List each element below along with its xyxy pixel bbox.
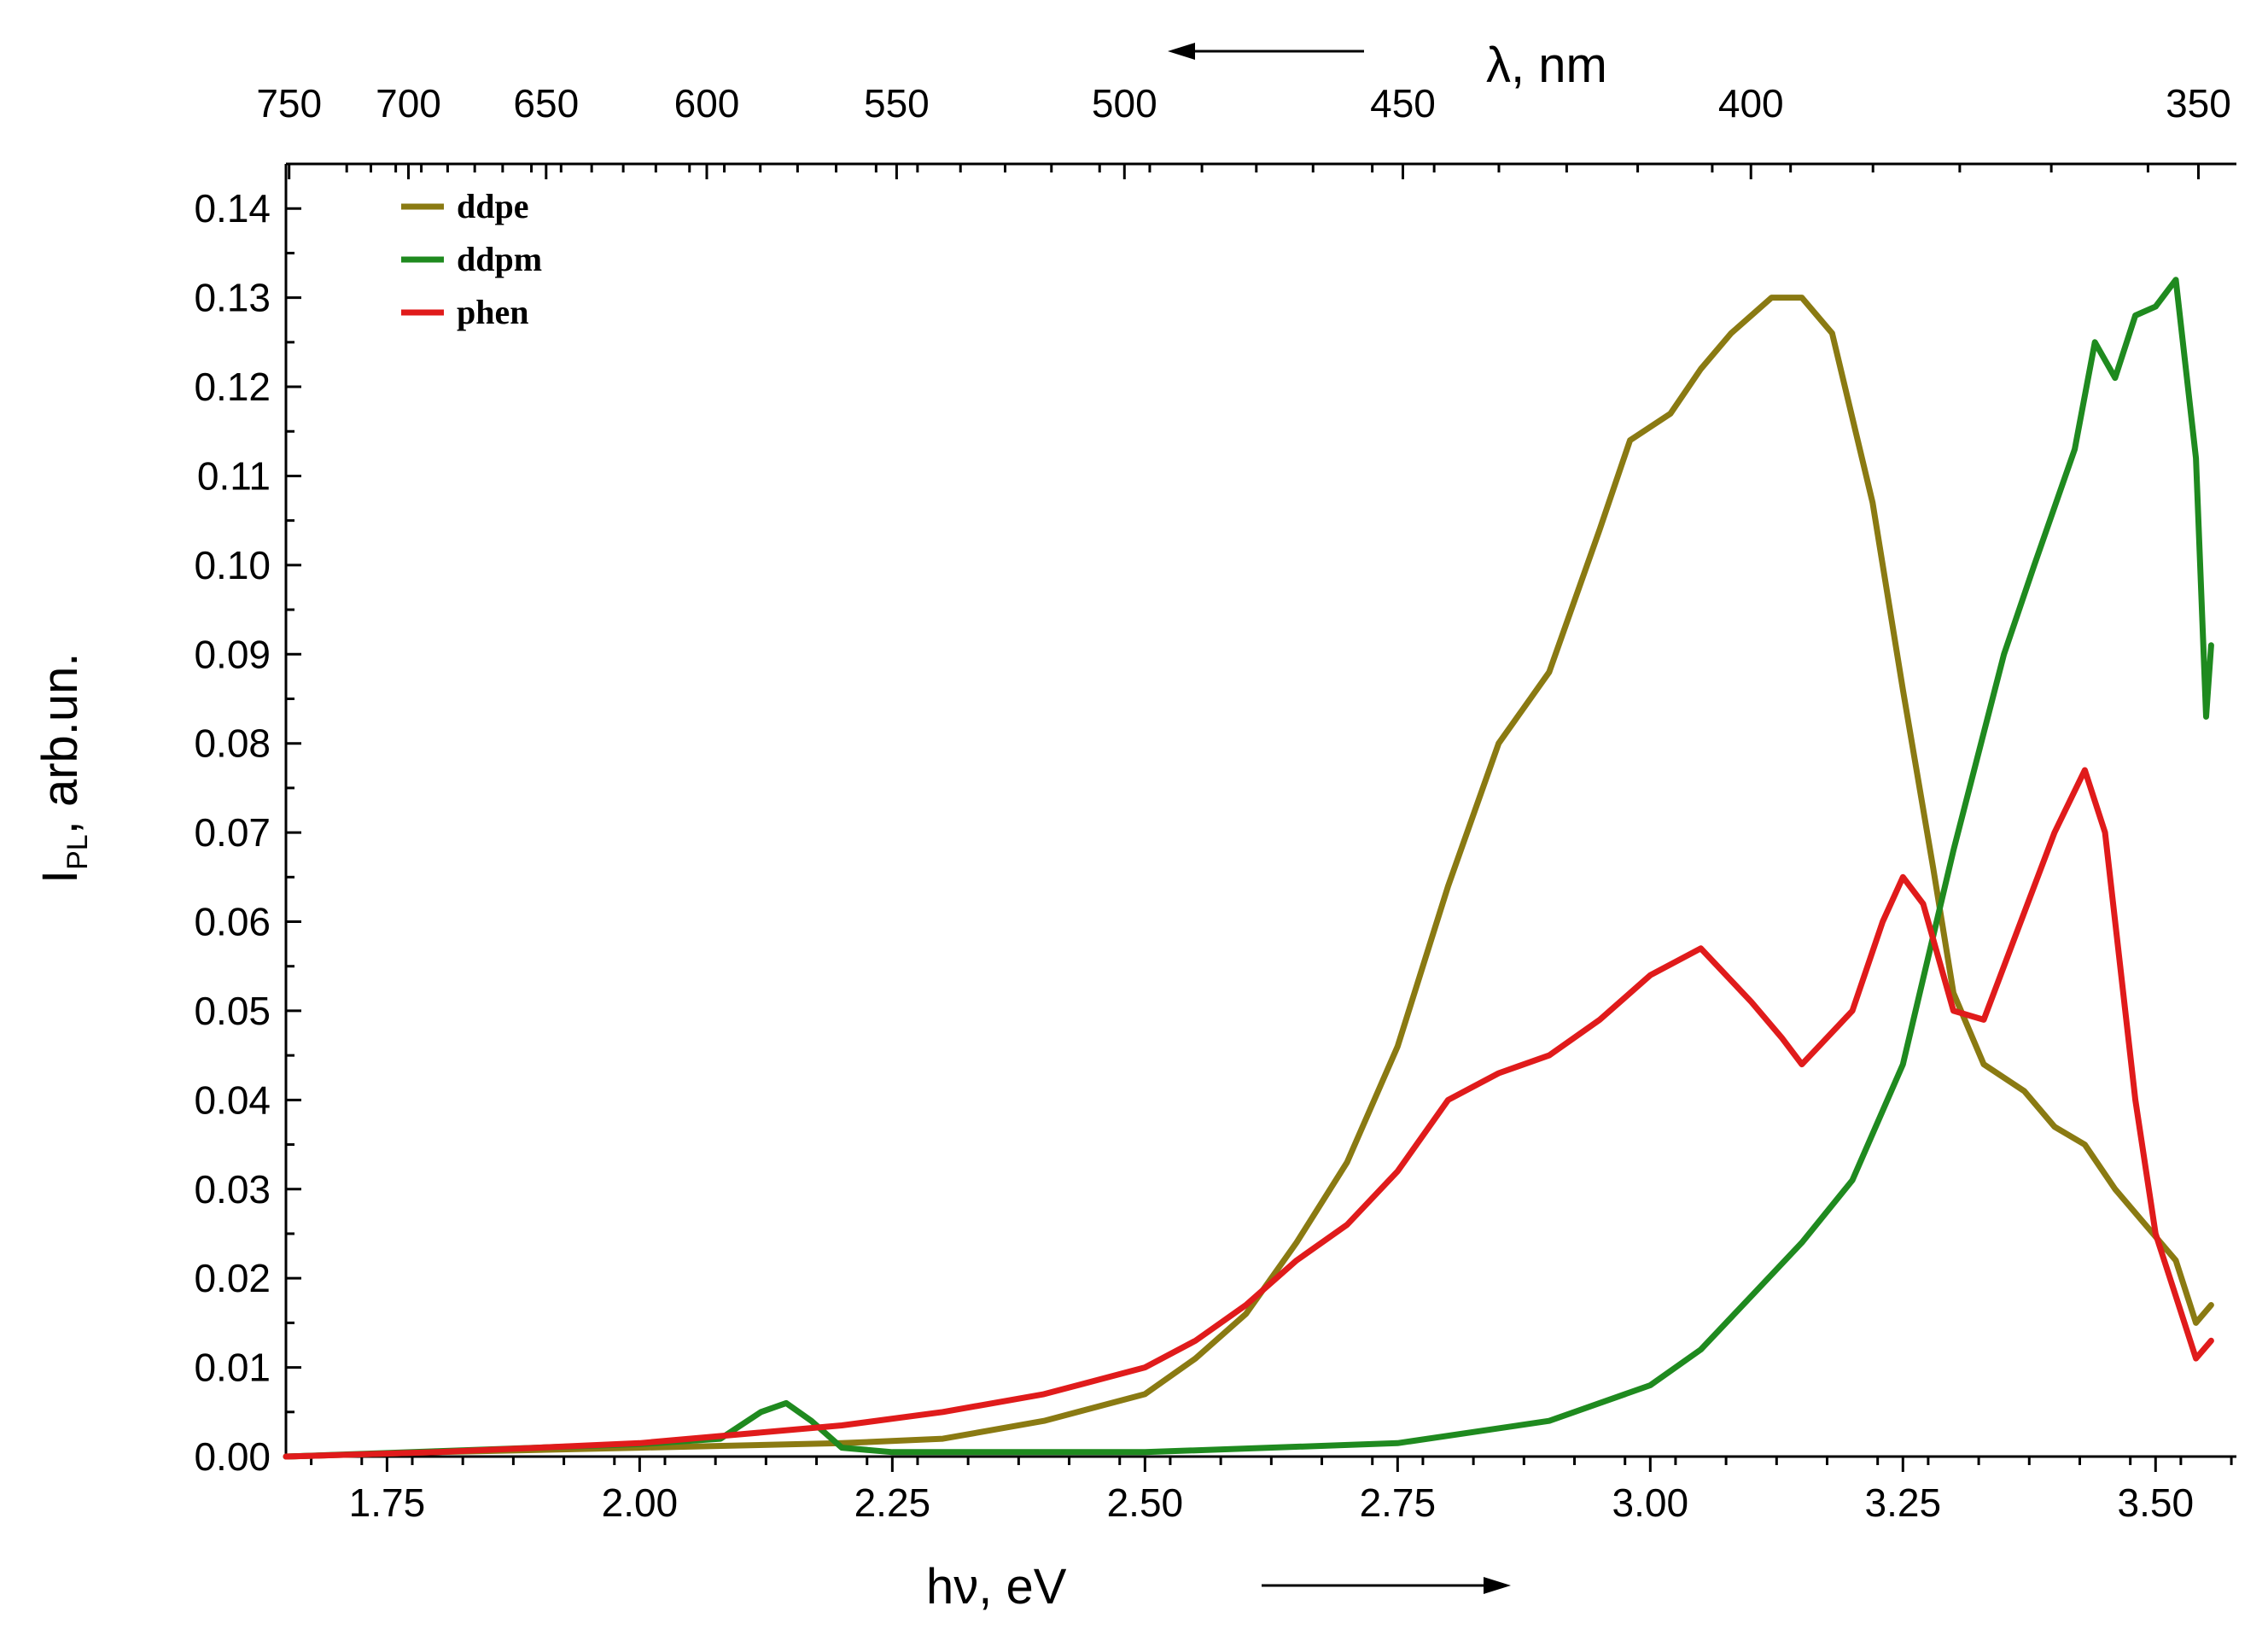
y-tick-label: 0.07 (194, 810, 271, 855)
x-tick-label: 1.75 (349, 1480, 426, 1525)
top-tick-label: 350 (2166, 81, 2231, 126)
x-tick-label: 3.50 (2118, 1480, 2195, 1525)
y-axis-title: IPL, arb.un. (32, 652, 94, 884)
top-tick-label: 550 (864, 81, 930, 126)
x-tick-label: 2.50 (1107, 1480, 1184, 1525)
plot-frame (284, 162, 2236, 1458)
y-tick-label: 0.08 (194, 721, 271, 766)
series-line-phen (283, 767, 2214, 1460)
top-tick-label: 600 (674, 81, 740, 126)
top-tick-label: 650 (513, 81, 579, 126)
x-direction-arrow (1262, 1577, 1511, 1594)
x-tick-label: 2.25 (854, 1480, 931, 1525)
y-tick-label: 0.12 (194, 365, 271, 409)
x-tick-label: 3.00 (1612, 1480, 1689, 1525)
series-lines (283, 277, 2214, 1460)
series-line-ddpe (283, 295, 2214, 1460)
x-tick-label: 2.00 (602, 1480, 679, 1525)
x-axis-ticks: 1.75 2.00 2.25 2.50 2.75 3.00 3.25 3.50 (310, 1457, 2233, 1525)
y-tick-label: 0.00 (194, 1434, 271, 1479)
y-axis-title-subscript: PL (61, 834, 94, 870)
top-direction-arrow (1168, 43, 1364, 60)
y-axis-title-rest: , arb.un. (32, 652, 88, 834)
x-tick-label: 3.25 (1865, 1480, 1942, 1525)
legend-label-ddpm: ddpm (457, 240, 542, 278)
y-axis-ticks: 0.00 0.01 0.02 0.03 0.04 0.05 0.06 0.07 0.08 0.09… (194, 186, 301, 1479)
x-axis-title: hν, eV (926, 1559, 1067, 1615)
y-tick-label: 0.14 (194, 186, 271, 231)
y-axis-title-main: I (32, 870, 88, 884)
top-axis-ticks: 750 700 650 600 550 500 450 400 350 (256, 81, 2231, 179)
y-tick-label: 0.01 (194, 1346, 271, 1390)
top-tick-label: 400 (1718, 81, 1784, 126)
legend: ddpe ddpm phen (401, 187, 542, 331)
y-tick-label: 0.09 (194, 632, 271, 676)
y-tick-label: 0.04 (194, 1077, 271, 1122)
y-tick-label: 0.02 (194, 1256, 271, 1300)
legend-label-phen: phen (457, 293, 529, 331)
top-axis-title: λ, nm (1486, 38, 1607, 93)
top-tick-label: 750 (256, 81, 322, 126)
y-tick-label: 0.10 (194, 543, 271, 587)
series-line-ddpm (283, 277, 2214, 1460)
y-tick-label: 0.06 (194, 900, 271, 944)
legend-label-ddpe: ddpe (457, 187, 529, 225)
top-tick-label: 700 (376, 81, 441, 126)
y-tick-label: 0.05 (194, 989, 271, 1033)
y-tick-label: 0.13 (194, 276, 271, 320)
top-tick-label: 450 (1370, 81, 1436, 126)
y-tick-label: 0.11 (197, 453, 271, 498)
y-tick-label: 0.03 (194, 1167, 271, 1212)
top-tick-label: 500 (1092, 81, 1157, 126)
x-tick-label: 2.75 (1360, 1480, 1437, 1525)
